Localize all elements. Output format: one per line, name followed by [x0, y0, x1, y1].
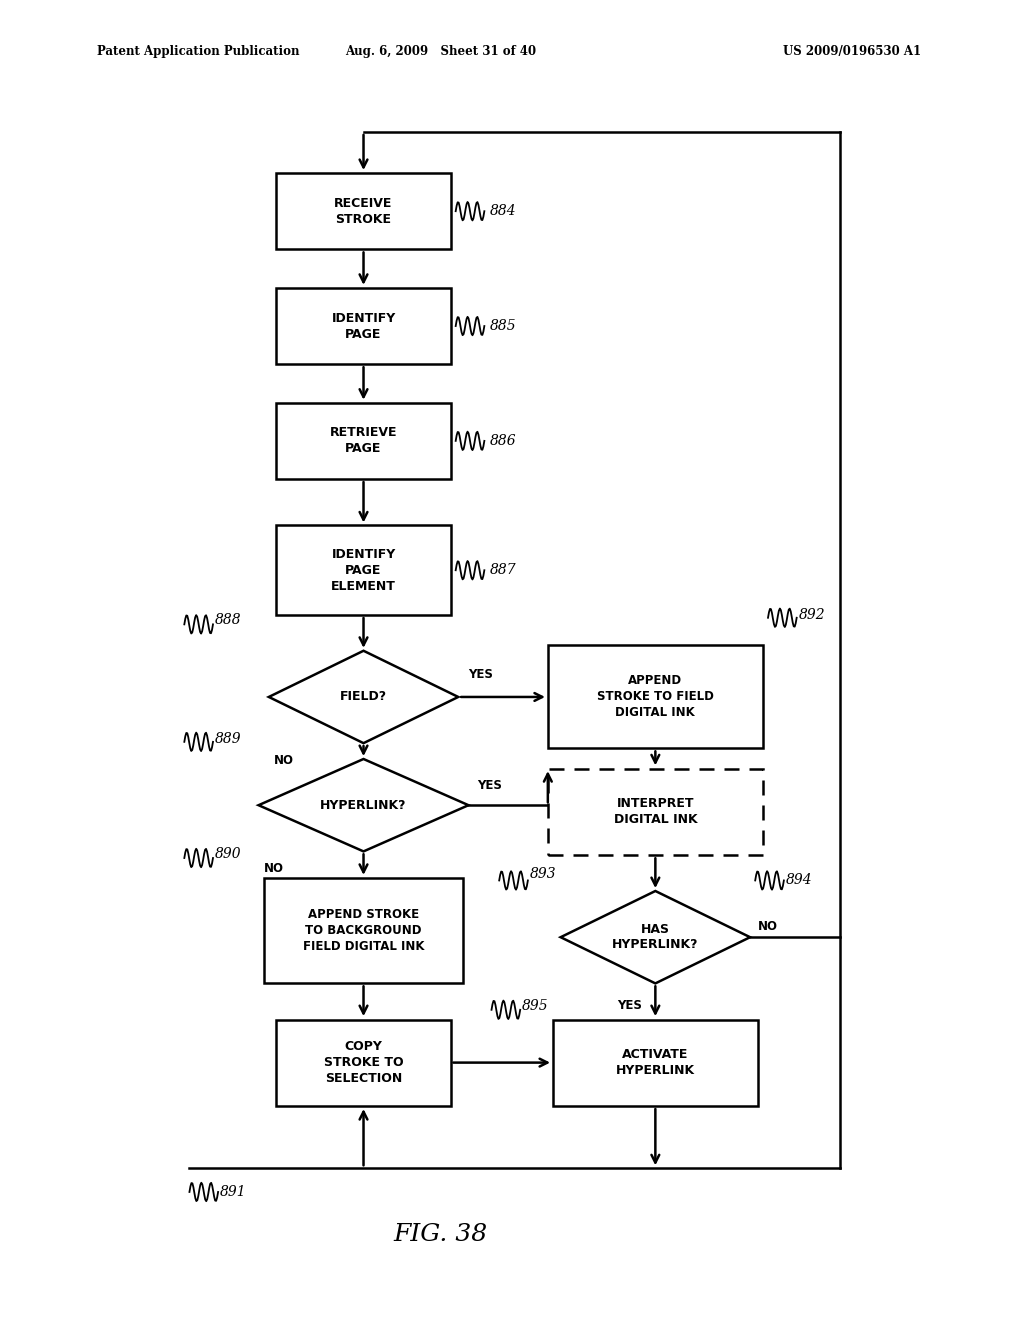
- Text: 893: 893: [530, 867, 557, 880]
- Bar: [276, 288, 451, 364]
- Bar: [276, 1019, 451, 1106]
- Text: US 2009/0196530 A1: US 2009/0196530 A1: [783, 45, 922, 58]
- Text: IDENTIFY
PAGE: IDENTIFY PAGE: [332, 312, 395, 341]
- Text: 886: 886: [489, 434, 516, 447]
- Text: HAS
HYPERLINK?: HAS HYPERLINK?: [612, 923, 698, 952]
- Bar: [553, 1019, 758, 1106]
- Text: 884: 884: [489, 205, 516, 218]
- Polygon shape: [561, 891, 750, 983]
- Polygon shape: [268, 651, 459, 743]
- Text: RECEIVE
STROKE: RECEIVE STROKE: [334, 197, 393, 226]
- Text: 887: 887: [489, 564, 516, 577]
- Text: FIG. 38: FIG. 38: [393, 1222, 487, 1246]
- Text: YES: YES: [476, 779, 502, 792]
- Polygon shape: [258, 759, 468, 851]
- Bar: [548, 645, 763, 748]
- Text: 890: 890: [215, 847, 242, 861]
- Text: 888: 888: [215, 614, 242, 627]
- Bar: [276, 403, 451, 479]
- Text: RETRIEVE
PAGE: RETRIEVE PAGE: [330, 426, 397, 455]
- Text: 895: 895: [522, 999, 549, 1012]
- Text: YES: YES: [469, 668, 494, 681]
- Text: 892: 892: [799, 609, 825, 622]
- Text: Aug. 6, 2009   Sheet 31 of 40: Aug. 6, 2009 Sheet 31 of 40: [345, 45, 536, 58]
- Text: NO: NO: [273, 754, 294, 767]
- Text: APPEND
STROKE TO FIELD
DIGITAL INK: APPEND STROKE TO FIELD DIGITAL INK: [597, 675, 714, 719]
- Text: YES: YES: [617, 999, 642, 1012]
- Text: NO: NO: [758, 920, 778, 933]
- Text: Patent Application Publication: Patent Application Publication: [97, 45, 300, 58]
- Bar: [276, 525, 451, 615]
- Text: HYPERLINK?: HYPERLINK?: [321, 799, 407, 812]
- Text: 891: 891: [220, 1185, 247, 1199]
- Bar: [548, 768, 763, 855]
- Text: 894: 894: [786, 874, 813, 887]
- Text: APPEND STROKE
TO BACKGROUND
FIELD DIGITAL INK: APPEND STROKE TO BACKGROUND FIELD DIGITA…: [303, 908, 424, 953]
- Text: 889: 889: [215, 733, 242, 746]
- Text: FIELD?: FIELD?: [340, 690, 387, 704]
- Text: NO: NO: [264, 862, 284, 875]
- Text: IDENTIFY
PAGE
ELEMENT: IDENTIFY PAGE ELEMENT: [331, 548, 396, 593]
- Text: COPY
STROKE TO
SELECTION: COPY STROKE TO SELECTION: [324, 1040, 403, 1085]
- Text: INTERPRET
DIGITAL INK: INTERPRET DIGITAL INK: [613, 797, 697, 826]
- Text: 885: 885: [489, 319, 516, 333]
- Bar: [276, 173, 451, 249]
- Text: ACTIVATE
HYPERLINK: ACTIVATE HYPERLINK: [615, 1048, 695, 1077]
- Bar: [263, 878, 463, 983]
